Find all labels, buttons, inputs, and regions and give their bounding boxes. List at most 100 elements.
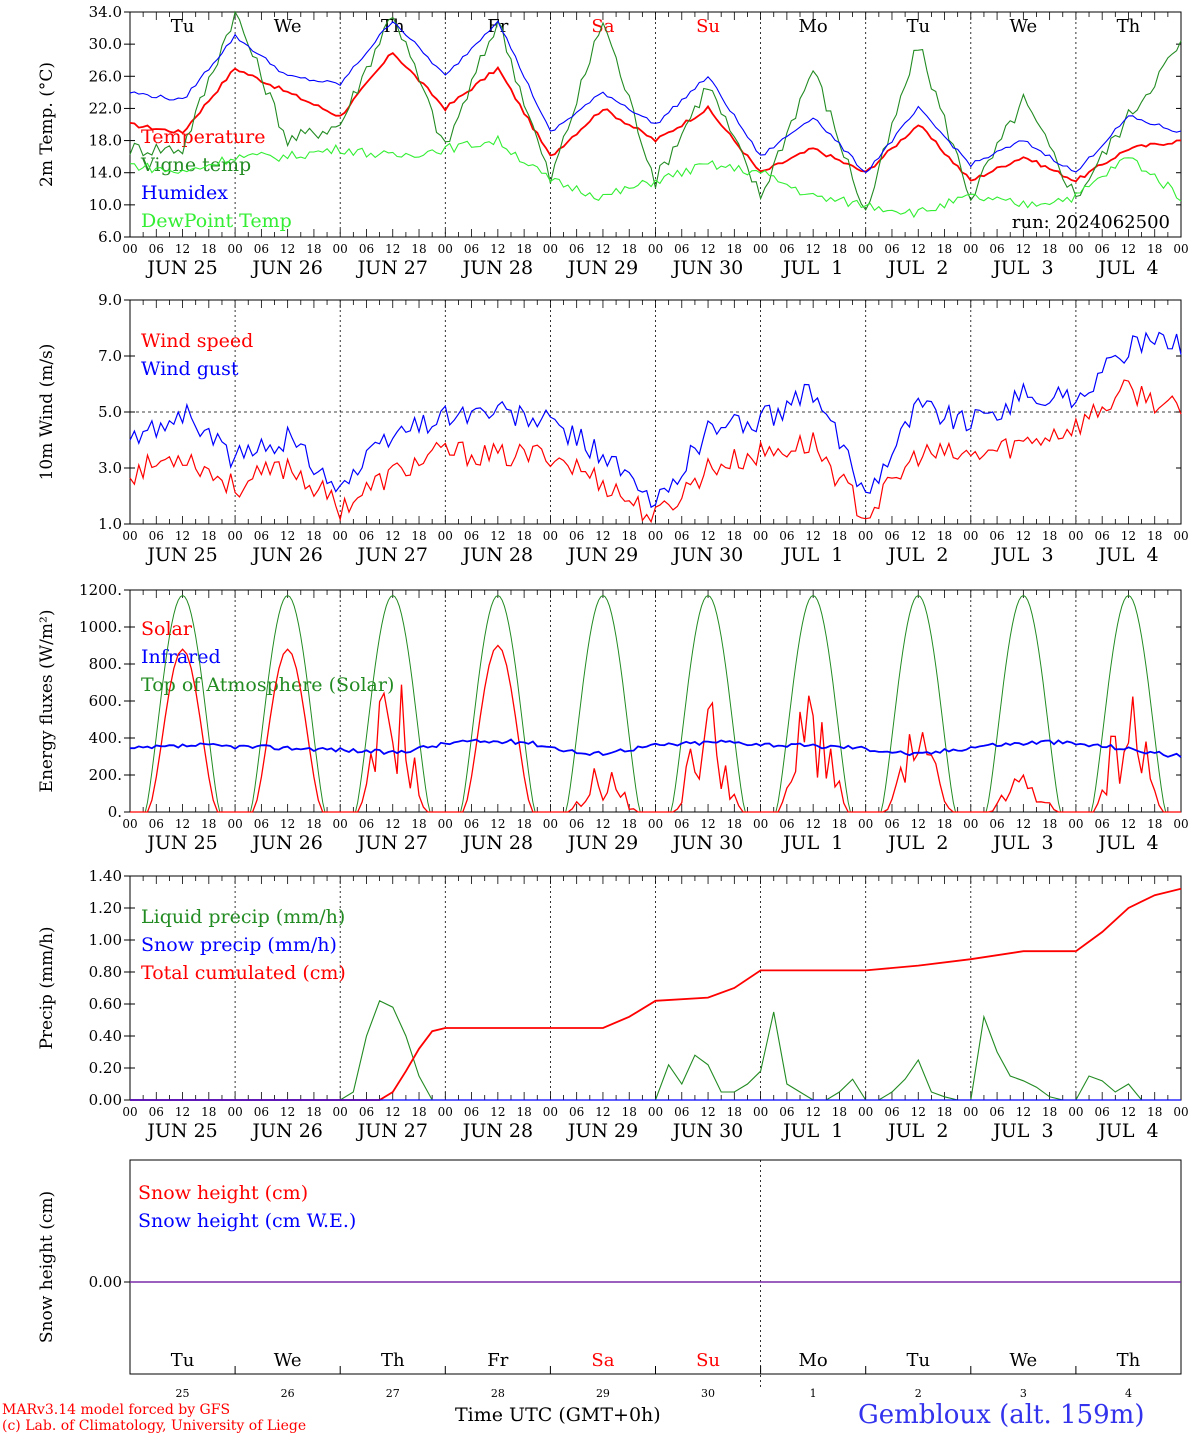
day-number-label: 2 — [915, 1387, 922, 1400]
x-hour-label: 12 — [385, 242, 400, 256]
weekday-label: We — [274, 1350, 302, 1371]
weekday-label: Mo — [799, 16, 828, 37]
x-hour-label: 06 — [569, 529, 584, 543]
x-hour-label: 12 — [490, 529, 505, 543]
x-hour-label: 06 — [359, 817, 374, 831]
weekday-label: Th — [1117, 16, 1141, 37]
x-hour-label: 06 — [149, 242, 164, 256]
x-hour-label: 00 — [543, 817, 558, 831]
x-day-label: JUL 2 — [886, 257, 948, 279]
credit-text: MARv3.14 model forced by GFS (c) Lab. of… — [2, 1402, 306, 1434]
series-line-3 — [129, 134, 1182, 219]
x-day-label: JUN 27 — [356, 832, 428, 854]
x-hour-label: 18 — [201, 1105, 216, 1119]
x-hour-label: 06 — [359, 1105, 374, 1119]
x-hour-label: 06 — [989, 529, 1004, 543]
x-hour-label: 06 — [674, 1105, 689, 1119]
legend-entry: Vigne temp — [140, 154, 251, 176]
x-hour-label: 00 — [858, 1105, 873, 1119]
x-day-label: JUN 27 — [356, 1120, 428, 1142]
legend-entry: Wind gust — [141, 358, 239, 380]
x-hour-label: 18 — [832, 529, 847, 543]
x-day-label: JUL 3 — [991, 257, 1053, 279]
x-hour-label: 00 — [333, 1105, 348, 1119]
series-line-1 — [129, 331, 1182, 509]
x-day-label: JUL 1 — [781, 832, 843, 854]
y-tick-label: 14.0 — [89, 164, 122, 182]
x-hour-label: 06 — [989, 1105, 1004, 1119]
x-hour-label: 12 — [806, 1105, 821, 1119]
x-hour-label: 18 — [727, 529, 742, 543]
x-hour-label: 12 — [280, 529, 295, 543]
x-hour-label: 12 — [1121, 242, 1136, 256]
x-hour-label: 06 — [884, 1105, 899, 1119]
weekday-label: We — [274, 16, 302, 37]
day-number-label: 3 — [1020, 1387, 1027, 1400]
x-hour-label: 12 — [1121, 817, 1136, 831]
x-day-label: JUL 1 — [781, 257, 843, 279]
x-hour-label: 00 — [858, 242, 873, 256]
x-hour-label: 18 — [937, 242, 952, 256]
x-hour-label: 18 — [1042, 529, 1057, 543]
y-tick-label: 9.0 — [98, 291, 122, 309]
x-hour-label: 00 — [543, 529, 558, 543]
x-hour-label: 00 — [963, 1105, 978, 1119]
series-line-1 — [129, 10, 1182, 211]
x-hour-label: 12 — [806, 817, 821, 831]
x-hour-label: 06 — [884, 529, 899, 543]
series-line-infrared — [130, 738, 1182, 758]
x-hour-label: 00 — [648, 242, 663, 256]
x-hour-label: 00 — [1068, 817, 1083, 831]
x-hour-label: 12 — [700, 817, 715, 831]
x-hour-label: 18 — [1147, 1105, 1162, 1119]
x-hour-label: 00 — [1173, 817, 1188, 831]
x-hour-label: 00 — [122, 1105, 137, 1119]
x-hour-label: 12 — [385, 529, 400, 543]
x-hour-label: 12 — [700, 242, 715, 256]
weekday-label: Sa — [591, 1350, 614, 1371]
x-hour-label: 06 — [464, 529, 479, 543]
y-tick-label: 0.20 — [89, 1059, 122, 1077]
x-hour-label: 18 — [727, 817, 742, 831]
x-hour-label: 18 — [306, 529, 321, 543]
x-hour-label: 18 — [1147, 529, 1162, 543]
x-hour-label: 12 — [175, 529, 190, 543]
x-day-label: JUL 3 — [991, 1120, 1053, 1142]
x-hour-label: 18 — [937, 1105, 952, 1119]
x-hour-label: 18 — [201, 817, 216, 831]
x-hour-label: 00 — [963, 817, 978, 831]
y-tick-label: 3.0 — [98, 459, 122, 477]
x-hour-label: 18 — [727, 1105, 742, 1119]
x-day-label: JUN 28 — [461, 257, 533, 279]
x-day-label: JUL 1 — [781, 544, 843, 566]
x-hour-label: 00 — [543, 1105, 558, 1119]
x-hour-label: 18 — [1042, 242, 1057, 256]
x-hour-label: 18 — [516, 242, 531, 256]
x-hour-label: 06 — [989, 242, 1004, 256]
x-hour-label: 06 — [884, 242, 899, 256]
run-label: run: 2024062500 — [1012, 212, 1170, 233]
x-day-label: JUN 29 — [566, 1120, 638, 1142]
legend-entry: Snow precip (mm/h) — [141, 934, 337, 956]
station-name: Gembloux (alt. 159m) — [858, 1400, 1145, 1430]
x-hour-label: 00 — [1173, 242, 1188, 256]
day-number-label: 1 — [810, 1387, 817, 1400]
x-hour-label: 18 — [411, 817, 426, 831]
x-hour-label: 00 — [438, 529, 453, 543]
legend-entry: Total cumulated (cm) — [141, 962, 346, 984]
x-hour-label: 12 — [1016, 1105, 1031, 1119]
y-tick-label: 30.0 — [89, 35, 122, 53]
x-hour-label: 00 — [1068, 1105, 1083, 1119]
x-hour-label: 18 — [937, 817, 952, 831]
x-hour-label: 18 — [832, 242, 847, 256]
x-hour-label: 00 — [858, 817, 873, 831]
legend-entry: Snow height (cm W.E.) — [138, 1210, 356, 1232]
x-day-label: JUN 26 — [250, 257, 322, 279]
x-hour-label: 00 — [227, 529, 242, 543]
x-hour-label: 00 — [753, 242, 768, 256]
x-hour-label: 06 — [149, 529, 164, 543]
series-line-liquid — [130, 1000, 1181, 1101]
x-hour-label: 00 — [333, 242, 348, 256]
x-day-label: JUN 29 — [566, 257, 638, 279]
x-hour-label: 00 — [963, 242, 978, 256]
